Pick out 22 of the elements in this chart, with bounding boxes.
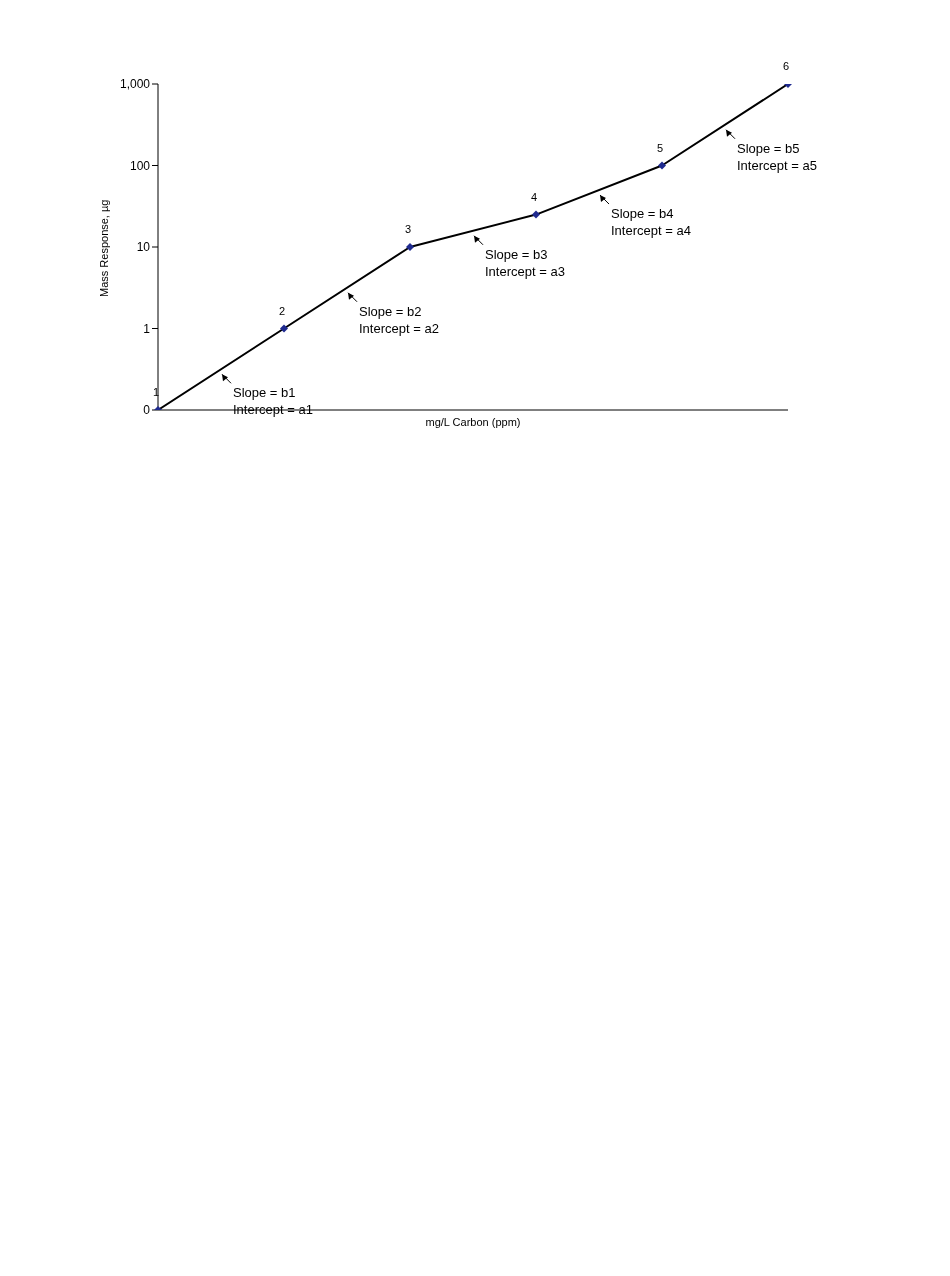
annotation: 1	[152, 386, 160, 398]
annotation: Slope = b5 Intercept = a5	[737, 140, 817, 173]
point	[406, 243, 414, 251]
y-tick-label: 10	[136, 240, 151, 255]
text: 6	[782, 60, 790, 72]
y-tick-label: 0	[143, 403, 151, 418]
annotation: Slope = b3 Intercept = a3	[485, 246, 565, 279]
point	[532, 210, 540, 219]
y-tick-label: 100	[129, 158, 151, 173]
annotation: 5	[656, 141, 664, 154]
annotation: 4	[530, 190, 538, 203]
annotation: Slope = b1 Intercept = a1	[233, 385, 313, 418]
y-tick-label: 1	[143, 321, 151, 336]
y-tick-label: 1,000	[119, 77, 151, 92]
annotation: Slope = b4 Intercept = a4	[611, 206, 691, 239]
annotation: 2	[278, 304, 286, 317]
y-axis-title: Mass Response, µg	[97, 199, 110, 297]
annotation: 3	[404, 223, 412, 235]
annotation: Slope = b2 Intercept = a2	[359, 303, 439, 336]
x-axis-title: mg/L Carbon (ppm)	[425, 416, 521, 428]
point	[280, 324, 288, 333]
point	[658, 161, 666, 170]
